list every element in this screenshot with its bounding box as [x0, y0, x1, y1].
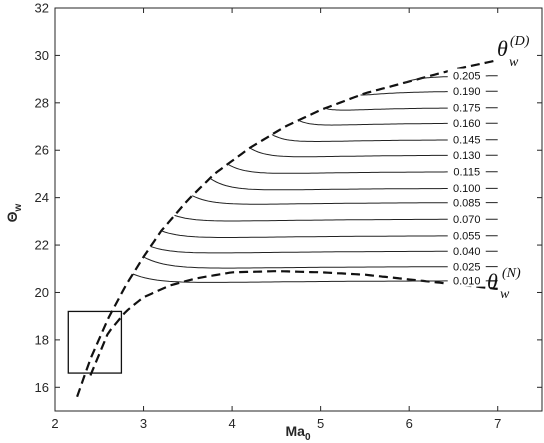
x-tick-label: 4 [228, 416, 235, 431]
detachment-label-sup: (D) [510, 34, 530, 49]
y-tick-label: 26 [35, 143, 49, 158]
neumann-boundary-label: θ [487, 269, 498, 294]
contour-label-0.205: 0.205 [453, 71, 481, 83]
y-axis-label: Θw [4, 203, 24, 222]
y-axis-label-sub: w [13, 203, 24, 212]
inset-box [67, 310, 123, 374]
neumann-label-sup: (N) [502, 266, 521, 281]
contour-label-backdrop [447, 83, 486, 97]
contour-label-0.175: 0.175 [453, 103, 481, 115]
y-tick-label: 22 [35, 238, 49, 253]
contour-label-backdrop [447, 211, 486, 225]
contour-label-0.040: 0.040 [453, 246, 481, 258]
x-tick-label: 6 [406, 416, 413, 431]
contour-label-0.100: 0.100 [453, 183, 481, 195]
contour-label-0.025: 0.025 [453, 261, 481, 273]
contour-line-0.085 [191, 195, 498, 205]
contour-line-0.040 [150, 246, 498, 254]
contour-line-0.055 [161, 230, 498, 238]
contour-label-0.160: 0.160 [453, 118, 481, 130]
contour-label-backdrop [447, 259, 486, 273]
x-axis-label-sub: 0 [305, 432, 311, 443]
contour-label-0.115: 0.115 [453, 167, 480, 179]
detachment-label-sub: w [509, 55, 519, 70]
y-tick-label: 20 [35, 285, 49, 300]
contour-line-0.070 [174, 214, 498, 222]
contour-label-backdrop [447, 164, 486, 178]
plot-area: 0.010 0.025 0.040 0.055 0.070 0.085 0.100 0.115… [67, 59, 498, 398]
x-tick-label: 2 [51, 416, 58, 431]
contour-label-backdrop [447, 68, 486, 82]
y-axis-label-main: Θ [4, 211, 20, 222]
detachment-boundary-label: θ [497, 36, 508, 61]
x-axis-label-main: Ma [285, 423, 305, 439]
contour-label-0.055: 0.055 [453, 231, 481, 243]
y-tick-label: 28 [35, 95, 49, 110]
plot-frame [54, 7, 543, 412]
contour-label-backdrop [447, 273, 486, 287]
contour-label-0.190: 0.190 [453, 86, 481, 98]
neumann-label-sub: w [500, 287, 510, 302]
detachment-boundary-curve [76, 59, 498, 398]
y-tick-label: 18 [35, 332, 49, 347]
contour-line-0.025 [143, 256, 498, 269]
contour-label-backdrop [447, 132, 486, 146]
x-tick-label: 7 [494, 416, 501, 431]
contour-label-backdrop [447, 115, 486, 129]
x-axis-label: Ma0 [285, 423, 310, 443]
x-tick-label: 5 [317, 416, 324, 431]
contour-label-backdrop [447, 100, 486, 114]
y-tick-label: 24 [35, 190, 49, 205]
contour-label-backdrop [447, 181, 486, 195]
contour-label-0.130: 0.130 [453, 150, 481, 162]
contour-label-backdrop [447, 195, 486, 209]
x-tick-label: 3 [140, 416, 147, 431]
contour-label-0.070: 0.070 [453, 214, 481, 226]
neumann-boundary-curve [89, 270, 498, 376]
neumann-label-symbol: θ [487, 269, 498, 294]
contour-line-0.010 [132, 273, 498, 283]
contour-label-0.010: 0.010 [453, 276, 481, 288]
contour-label-backdrop [447, 228, 486, 242]
y-tick-label: 32 [35, 1, 49, 16]
detachment-label-symbol: θ [497, 36, 508, 61]
contour-label-backdrop [447, 243, 486, 257]
y-tick-label: 16 [35, 380, 49, 395]
axis-ticks: 2 3 4 5 6 7 16 18 20 22 24 26 28 30 32 [35, 1, 542, 431]
y-tick-label: 30 [35, 48, 49, 63]
contour-label-0.085: 0.085 [453, 197, 481, 209]
contour-label-backdrop [447, 147, 486, 161]
contour-label-0.145: 0.145 [453, 135, 481, 147]
